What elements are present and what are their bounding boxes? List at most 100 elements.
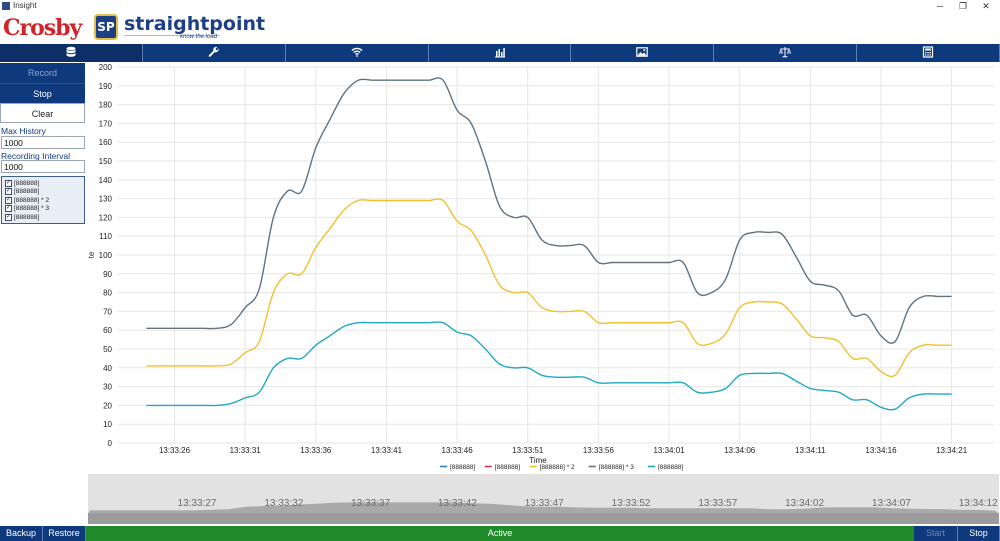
- minimize-button[interactable]: ─: [936, 1, 944, 11]
- tab-settings[interactable]: [143, 44, 286, 62]
- overview-tick-label: 13:34:02: [785, 498, 824, 509]
- time-range-navigator[interactable]: 13:33:27 13:33:32 13:33:37 13:33:42 13:33:47…: [88, 474, 999, 524]
- bottom-bar: Backup Restore Active Start Stop: [0, 526, 1000, 541]
- y-tick-label: 50: [103, 345, 112, 354]
- overview-tick-label: 13:33:27: [178, 498, 217, 509]
- series-label: [888888] * 3: [14, 205, 50, 213]
- y-tick-label: 120: [99, 213, 113, 222]
- x-tick-label: 13:33:51: [512, 446, 544, 455]
- stop-button[interactable]: Stop: [0, 83, 85, 103]
- y-tick-label: 190: [99, 82, 113, 91]
- legend-entry: [888888] * 3: [599, 464, 634, 471]
- tab-chart[interactable]: [429, 44, 572, 62]
- stop-device-button[interactable]: Stop: [958, 526, 1000, 541]
- series-label: [888888]: [14, 188, 40, 196]
- database-icon: [65, 46, 77, 61]
- restore-data-button[interactable]: Restore: [43, 526, 86, 541]
- y-axis-label: te: [87, 251, 96, 258]
- checkbox-checked-icon[interactable]: ✓: [5, 213, 12, 221]
- status-bar: Active: [86, 526, 914, 541]
- record-button[interactable]: Record: [0, 63, 85, 83]
- checkbox-checked-icon[interactable]: ✓: [5, 196, 12, 204]
- checkbox-checked-icon[interactable]: ✓: [5, 179, 12, 187]
- overview-tick-label: 13:33:52: [612, 498, 651, 509]
- legend-entry: [888888]: [450, 464, 475, 471]
- logo-tagline: know the load: [180, 34, 218, 40]
- max-history-label: Max History: [1, 126, 46, 136]
- x-tick-label: 13:34:01: [653, 446, 685, 455]
- line-chart-svg: 0 10 20 30 40 50 60 70 80 90 100 110 120 130 140 150 160…: [87, 63, 994, 471]
- overview-tick-label: 13:33:57: [698, 498, 737, 509]
- max-history-input[interactable]: [1, 136, 85, 149]
- close-button[interactable]: ✕: [982, 1, 990, 11]
- x-tick-label: 13:33:56: [583, 446, 615, 455]
- overview-tick-label: 13:34:12: [959, 498, 998, 509]
- checkbox-checked-icon[interactable]: ✓: [5, 205, 12, 213]
- x-tick-label: 13:33:36: [300, 446, 332, 455]
- crosby-logo: Crosby: [3, 15, 82, 41]
- wifi-icon: [351, 46, 363, 61]
- y-tick-label: 80: [103, 289, 112, 298]
- series-line: [146, 77, 952, 344]
- y-tick-label: 180: [99, 101, 113, 110]
- series-item[interactable]: ✓ [888888] * 3: [5, 205, 84, 214]
- line-chart[interactable]: 0 10 20 30 40 50 60 70 80 90 100 110 120 130 140 150 160…: [86, 62, 1000, 474]
- recording-interval-input[interactable]: [1, 160, 85, 173]
- y-tick-label: 200: [99, 63, 113, 72]
- x-tick-label: 13:34:11: [795, 446, 826, 455]
- bar-chart-icon: [494, 46, 506, 61]
- series-list: ✓ [888888] ✓ [888888] ✓ [888888] * 2 ✓ [8888…: [1, 176, 85, 224]
- series-line: [146, 198, 952, 378]
- y-tick-label: 0: [108, 439, 113, 448]
- calculator-icon: [922, 45, 934, 61]
- tab-image[interactable]: [571, 44, 715, 62]
- checkbox-checked-icon[interactable]: ✓: [5, 188, 12, 196]
- x-axis-label: Time: [529, 456, 547, 465]
- x-tick-label: 13:34:21: [936, 446, 968, 455]
- y-tick-label: 100: [99, 251, 113, 260]
- y-tick-label: 130: [99, 195, 113, 204]
- series-label: [888888]: [14, 179, 40, 187]
- window-title: Insight: [13, 1, 37, 10]
- legend-entry: [888888] * 2: [540, 464, 575, 471]
- scale-icon: [779, 46, 792, 61]
- overview-tick-label: 13:33:42: [438, 498, 477, 509]
- series-line: [146, 321, 952, 411]
- tab-data[interactable]: [0, 44, 143, 62]
- x-tick-label: 13:33:26: [159, 446, 191, 455]
- series-item[interactable]: ✓ [888888]: [5, 179, 84, 188]
- overview-svg: 13:33:27 13:33:32 13:33:37 13:33:42 13:33:47…: [88, 498, 999, 524]
- x-tick-label: 13:33:41: [371, 446, 403, 455]
- legend-entry: [888888]: [658, 464, 683, 471]
- straightpoint-logo: straightpoint: [124, 13, 266, 35]
- series-item[interactable]: ✓ [888888] * 2: [5, 196, 84, 205]
- series-label: [888888] * 2: [14, 196, 50, 204]
- overview-tick-label: 13:34:07: [872, 498, 911, 509]
- series-label: [888888]: [14, 213, 40, 221]
- overview-baseline: [88, 513, 999, 524]
- main-nav: [0, 44, 1000, 62]
- y-tick-label: 10: [103, 420, 112, 429]
- overview-tick-label: 13:33:32: [264, 498, 303, 509]
- tab-wireless[interactable]: [286, 44, 429, 62]
- window-titlebar: Insight ─ ❐ ✕: [0, 0, 1000, 12]
- series-item[interactable]: ✓ [888888]: [5, 213, 84, 222]
- backup-button[interactable]: Backup: [0, 526, 43, 541]
- series-item[interactable]: ✓ [888888]: [5, 188, 84, 197]
- y-tick-label: 90: [103, 270, 112, 279]
- start-button[interactable]: Start: [914, 526, 958, 541]
- y-tick-label: 70: [103, 307, 112, 316]
- straightpoint-logo-mark: SP: [94, 14, 118, 40]
- y-tick-label: 60: [103, 326, 112, 335]
- y-tick-label: 30: [103, 383, 112, 392]
- image-icon: [636, 46, 649, 61]
- clear-button[interactable]: Clear: [0, 103, 85, 123]
- tab-scale[interactable]: [714, 44, 858, 62]
- header: Crosby SP straightpoint know the load: [0, 12, 1000, 44]
- logo-underline: [124, 35, 220, 36]
- overview-tick-label: 13:33:47: [525, 498, 564, 509]
- x-tick-label: 13:33:46: [442, 446, 474, 455]
- y-tick-label: 160: [99, 138, 113, 147]
- tab-calculator[interactable]: [857, 44, 1000, 62]
- restore-button[interactable]: ❐: [958, 1, 968, 11]
